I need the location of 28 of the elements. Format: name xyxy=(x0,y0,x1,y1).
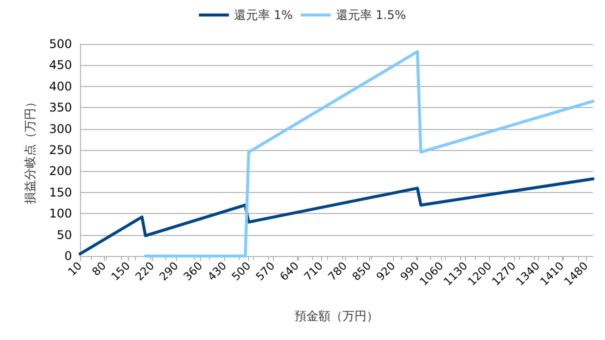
x-tick-label: 500 xyxy=(229,259,254,284)
y-tick-label: 300 xyxy=(49,122,72,136)
x-tick-label: 640 xyxy=(277,259,302,284)
x-tick-label: 290 xyxy=(156,259,182,284)
x-tick-label: 80 xyxy=(90,259,109,278)
x-tick-label: 220 xyxy=(132,259,157,284)
y-tick-label: 450 xyxy=(49,58,72,72)
y-tick-label: 350 xyxy=(49,100,72,115)
x-tick-label: 780 xyxy=(326,259,350,284)
y-tick-label: 100 xyxy=(49,206,72,221)
y-tick-label: 400 xyxy=(49,79,72,94)
y-axis-title: 損益分岐点（万円） xyxy=(23,96,37,204)
x-tick-label: 850 xyxy=(350,259,374,284)
x-axis-title: 預金額（万円） xyxy=(294,309,378,323)
x-tick-label: 920 xyxy=(374,259,398,284)
y-tick-label: 250 xyxy=(49,143,72,157)
y-tick-label: 200 xyxy=(49,164,72,178)
y-tick-label: 150 xyxy=(49,185,72,200)
legend-label: 還元率 1.5% xyxy=(336,8,406,22)
x-tick-label: 360 xyxy=(181,259,206,284)
x-tick-label: 710 xyxy=(302,259,326,284)
y-tick-label: 500 xyxy=(49,37,72,51)
x-tick-label: 570 xyxy=(253,259,278,284)
x-tick-label: 150 xyxy=(108,259,133,284)
y-tick-label: 50 xyxy=(56,228,72,242)
line-series xyxy=(144,50,594,258)
legend-label: 還元率 1% xyxy=(234,8,293,22)
x-tick-label: 430 xyxy=(205,259,230,284)
